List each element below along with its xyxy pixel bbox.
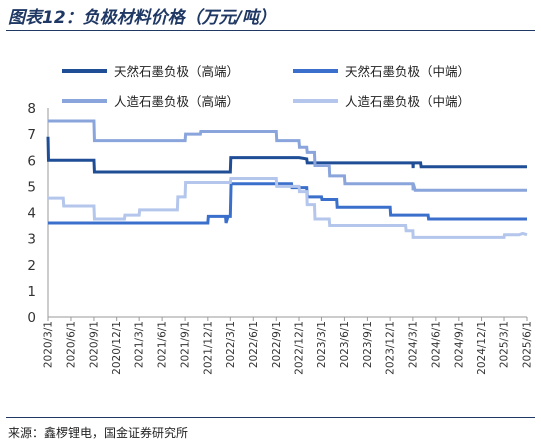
y-tick-label: 6 xyxy=(27,153,36,169)
chart-series-lines xyxy=(46,119,528,239)
x-tick-label: 2021/6/1 xyxy=(157,321,169,368)
x-tick-label: 2023/3/1 xyxy=(316,321,328,368)
source-note: 来源：鑫椤锂电，国金证券研究所 xyxy=(8,426,189,440)
legend-label-3: 人造石墨负极（高端） xyxy=(114,94,239,109)
figure-title: 图表12：负极材料价格（万元/吨） xyxy=(8,8,276,28)
x-tick-label: 2022/6/1 xyxy=(248,321,260,368)
x-tick-label: 2025/6/1 xyxy=(522,321,534,368)
x-tick-label: 2021/3/1 xyxy=(134,321,146,368)
y-tick-label: 8 xyxy=(27,101,36,117)
x-tick-label: 2021/12/1 xyxy=(202,321,214,375)
series-line-4 xyxy=(48,177,528,239)
y-tick-label: 1 xyxy=(27,284,36,300)
series-line-2 xyxy=(48,182,527,225)
y-tick-label: 2 xyxy=(27,258,36,274)
series-line-3 xyxy=(48,119,527,192)
x-tick-label: 2024/9/1 xyxy=(453,321,465,368)
y-tick-label: 5 xyxy=(27,179,36,195)
y-tick-label: 4 xyxy=(27,206,36,222)
x-tick-label: 2020/9/1 xyxy=(88,321,100,368)
legend-label-4: 人造石墨负极（中端） xyxy=(345,94,470,109)
x-tick-label: 2025/3/1 xyxy=(499,321,511,368)
x-tick-label: 2020/3/1 xyxy=(43,321,55,368)
x-tick-label: 2020/12/1 xyxy=(111,321,123,375)
x-tick-label: 2021/9/1 xyxy=(180,321,192,368)
x-tick-label: 2023/9/1 xyxy=(362,321,374,368)
y-tick-label: 7 xyxy=(27,127,36,143)
title-rule xyxy=(6,30,535,31)
x-tick-label: 2022/3/1 xyxy=(225,321,237,368)
y-tick-label: 0 xyxy=(27,310,36,326)
chart-axes: 0 1 2 3 4 5 6 7 8 2020/3/1 2020/6/1 2020/9/1 2020/12… xyxy=(27,101,533,375)
series-line-1 xyxy=(46,136,527,174)
x-tick-label: 2024/12/1 xyxy=(476,321,488,375)
x-tick-label: 2022/12/1 xyxy=(293,321,305,375)
x-tick-label: 2024/6/1 xyxy=(430,321,442,368)
x-tick-label: 2024/3/1 xyxy=(407,321,419,368)
x-tick-label: 2020/6/1 xyxy=(65,321,77,368)
bottom-rule xyxy=(6,417,535,418)
x-tick-label: 2023/6/1 xyxy=(339,321,351,368)
y-tick-label: 3 xyxy=(27,232,36,248)
chart-legend: 天然石墨负极（高端） 天然石墨负极（中端） 人造石墨负极（高端） 人造石墨负极（中端） xyxy=(62,64,470,109)
legend-label-1: 天然石墨负极（高端） xyxy=(114,64,239,79)
x-tick-label: 2023/12/1 xyxy=(385,321,397,375)
legend-label-2: 天然石墨负极（中端） xyxy=(345,64,470,79)
x-tick-label: 2022/9/1 xyxy=(271,321,283,368)
price-chart: 天然石墨负极（高端） 天然石墨负极（中端） 人造石墨负极（高端） 人造石墨负极（中端）… xyxy=(27,64,533,375)
